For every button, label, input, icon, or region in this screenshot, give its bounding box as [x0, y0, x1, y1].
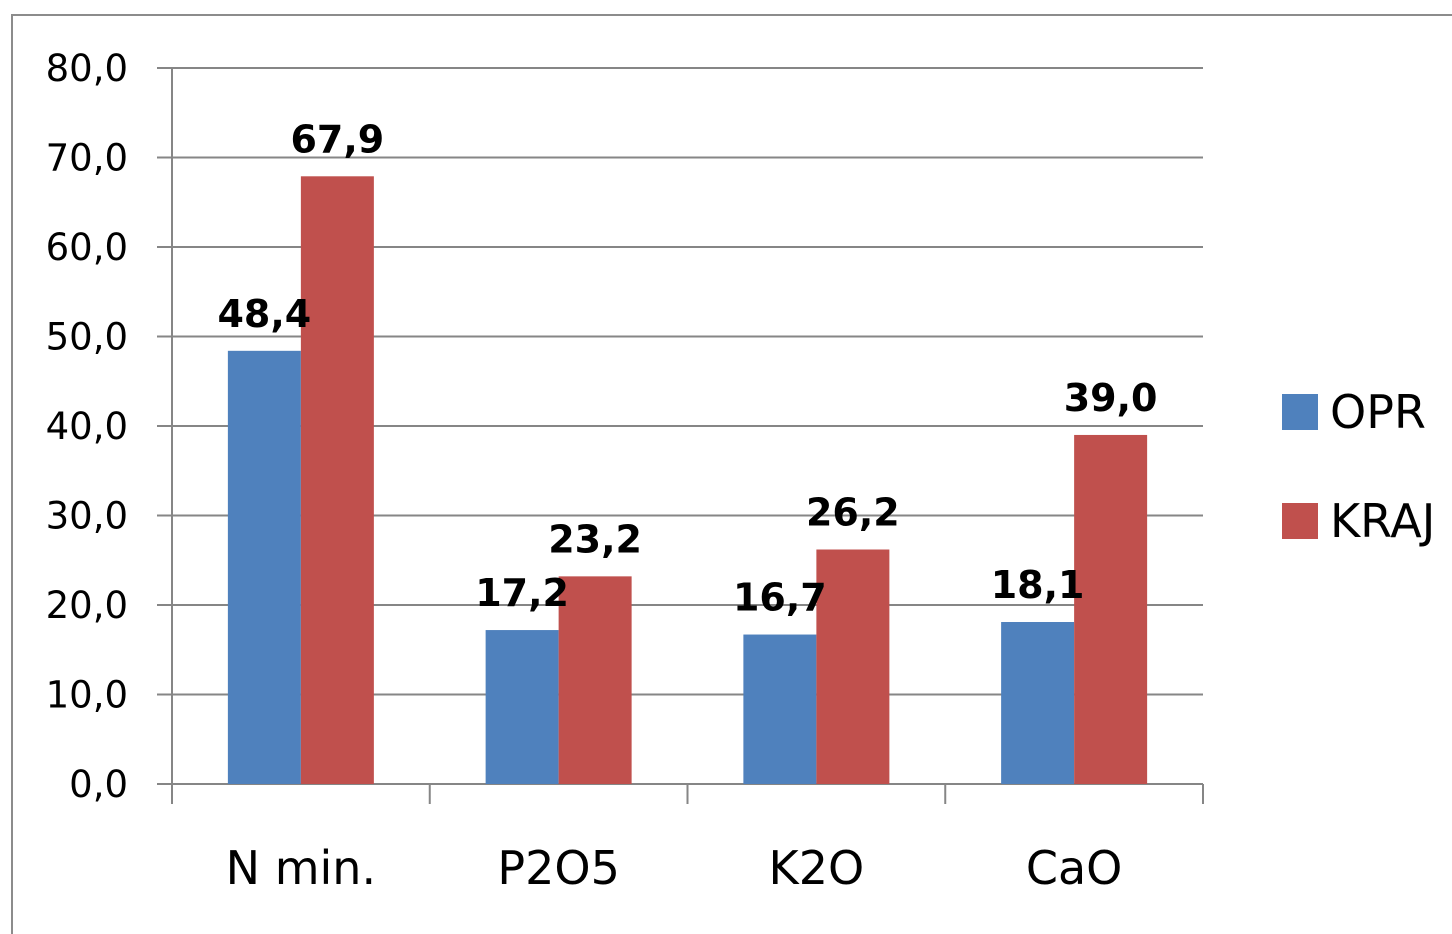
data-label: 17,2 [475, 571, 569, 615]
y-tick-label: 80,0 [46, 47, 128, 90]
data-label: 26,2 [806, 491, 900, 535]
y-tick-label: 70,0 [46, 137, 128, 180]
data-label: 67,9 [290, 117, 384, 161]
chart-frame [11, 14, 1452, 934]
legend-label-kraj: KRAJ [1330, 494, 1435, 548]
data-label: 16,7 [733, 576, 827, 620]
data-label: 48,4 [217, 292, 311, 336]
bars [227, 176, 1148, 785]
category-label: K2O [769, 841, 865, 895]
category-label: N min. [226, 841, 376, 895]
bar-opr [227, 350, 301, 784]
data-label: 18,1 [991, 563, 1085, 607]
y-tick-label: 60,0 [46, 226, 128, 269]
bar-opr [743, 634, 817, 784]
category-label: CaO [1026, 841, 1123, 895]
bar-kraj [1074, 434, 1148, 784]
legend-swatch-kraj [1282, 503, 1318, 539]
legend: OPR KRAJ [1282, 385, 1435, 548]
y-tick-label: 40,0 [46, 405, 128, 448]
legend-label-opr: OPR [1330, 385, 1426, 439]
y-tick-label: 0,0 [69, 763, 128, 806]
y-tick-label: 20,0 [46, 584, 128, 627]
bar-kraj [558, 576, 632, 784]
y-tick-label: 50,0 [46, 316, 128, 359]
bar-kraj [816, 549, 890, 784]
bar-opr [485, 630, 559, 784]
data-labels: 48,4 17,2 16,7 18,1 67,9 23,2 26,2 39,0 [217, 117, 1157, 619]
data-label: 23,2 [548, 517, 642, 561]
y-tick-label: 30,0 [46, 495, 128, 538]
legend-swatch-opr [1282, 394, 1318, 430]
data-label: 39,0 [1064, 376, 1158, 420]
y-tick-label: 10,0 [46, 674, 128, 717]
gridlines [172, 67, 1203, 696]
bar-kraj [300, 176, 374, 785]
category-label: P2O5 [497, 841, 619, 895]
axes: 0,0 10,0 20,0 30,0 40,0 50,0 60,0 70,0 80,0 N min… [46, 47, 1204, 895]
bar-opr [1001, 622, 1075, 784]
